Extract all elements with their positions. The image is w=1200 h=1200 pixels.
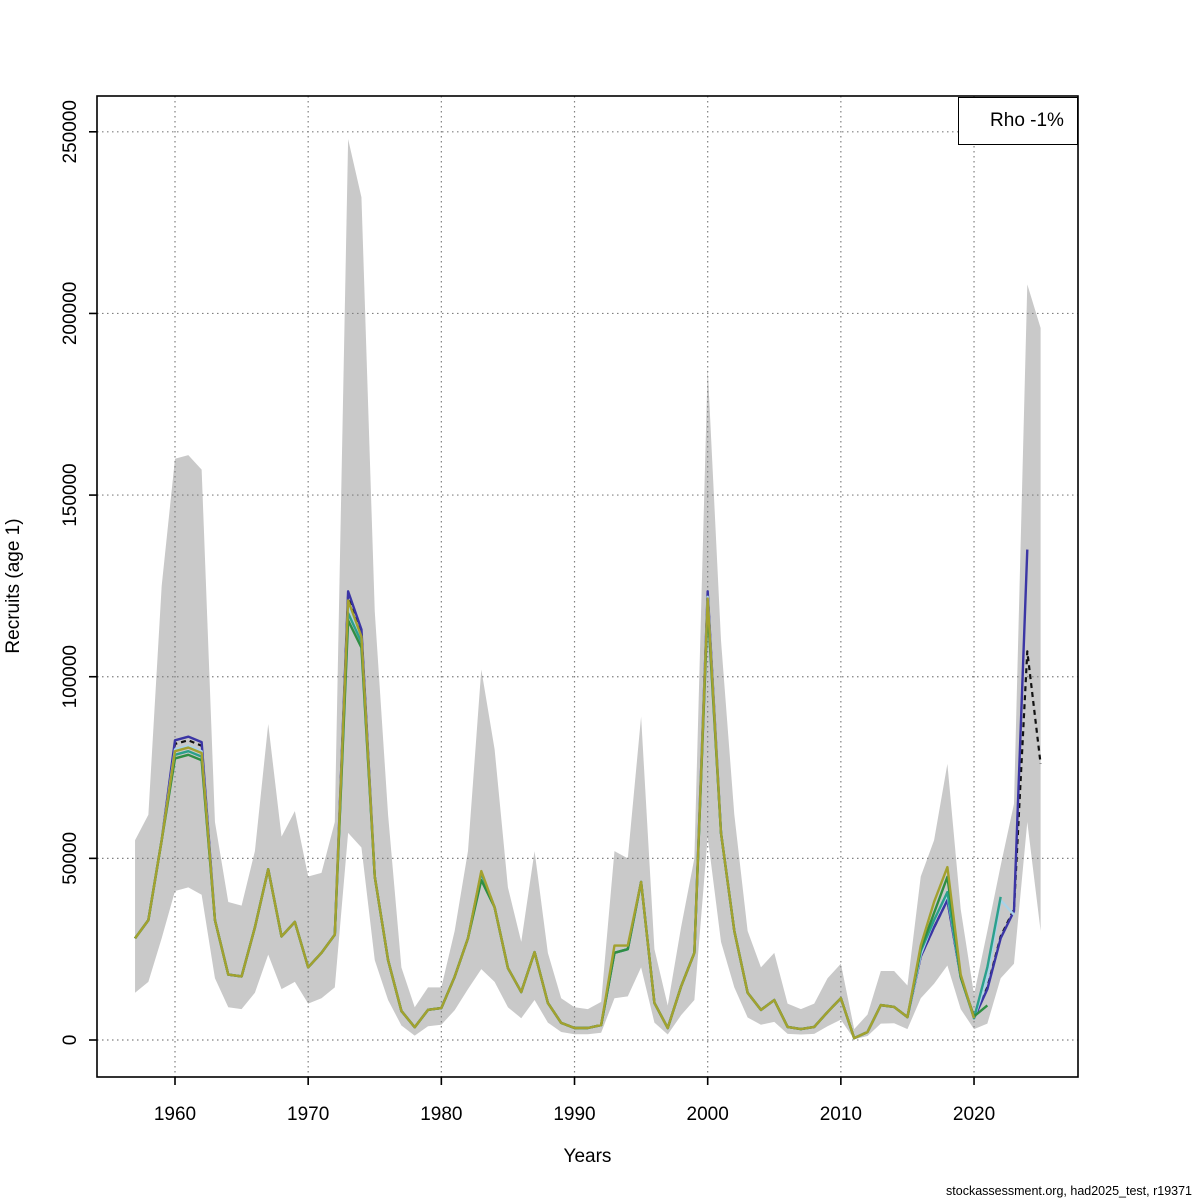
x-axis-title: Years: [563, 1146, 612, 1167]
y-axis-title: Recruits (age 1): [3, 518, 24, 654]
x-tick-label-2000: 2000: [687, 1104, 729, 1125]
legend: Rho -1%: [958, 97, 1078, 145]
y-tick-label-200000: 200000: [60, 282, 81, 345]
x-tick-label-2010: 2010: [820, 1104, 862, 1125]
series-line-retro-peel-2020: [134, 597, 976, 1040]
citation-text: stockassessment.org, had2025_test, r1937…: [946, 1184, 1192, 1198]
y-tick-label-0: 0: [60, 1035, 81, 1046]
legend-label: Rho -1%: [990, 110, 1064, 131]
y-tick-label-100000: 100000: [60, 645, 81, 708]
confidence-band: [135, 139, 1041, 1040]
x-tick-label-1970: 1970: [287, 1104, 329, 1125]
y-tick-label-50000: 50000: [60, 832, 81, 885]
x-tick-label-1960: 1960: [154, 1104, 196, 1125]
x-tick-label-2020: 2020: [953, 1104, 995, 1125]
x-tick-label-1980: 1980: [420, 1104, 462, 1125]
y-tick-label-250000: 250000: [60, 100, 81, 163]
plot-border: [96, 95, 1079, 1078]
x-tick-label-1990: 1990: [553, 1104, 595, 1125]
y-tick-label-150000: 150000: [60, 463, 81, 526]
